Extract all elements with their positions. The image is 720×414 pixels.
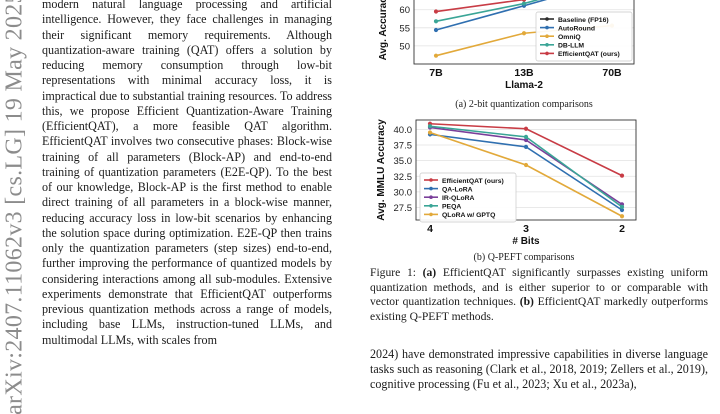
legend-label: Baseline (FP16) — [558, 17, 609, 24]
x-axis-label: # Bits — [512, 236, 540, 247]
axes-frame — [415, 119, 637, 221]
x-axis-label: Llama-2 — [505, 80, 543, 91]
data-point — [427, 124, 433, 129]
y-tick-label: 30.0 — [394, 187, 413, 198]
legend-label: QA-LoRA — [442, 186, 473, 193]
body-text: 2024) have demonstrated impressive capab… — [370, 347, 708, 392]
series-4 — [427, 130, 625, 219]
chart-a-caption: (a) 2-bit quantization comparisons — [455, 99, 593, 110]
legend-marker — [545, 17, 549, 21]
legend-marker — [429, 186, 433, 191]
data-point — [521, 1, 527, 6]
data-point — [523, 137, 529, 143]
x-tick-label: 13B — [514, 67, 534, 79]
abstract-column: modern natural language processing and a… — [42, 0, 332, 348]
x-tick-label: 3 — [523, 223, 529, 235]
series-4 — [433, 0, 527, 14]
legend-marker — [429, 212, 433, 217]
y-tick-label: 40.0 — [394, 125, 413, 136]
abstract-text: modern natural language processing and a… — [42, 0, 332, 347]
data-point — [619, 204, 625, 209]
x-tick-label: 7B — [429, 67, 443, 79]
data-point — [619, 173, 625, 178]
y-tick-label: 55 — [399, 23, 410, 34]
legend-label: DB-LLM — [558, 43, 584, 50]
arxiv-stamp-text: arXiv:2407.11062v3 [cs.LG] 19 May 2025 — [1, 0, 28, 414]
y-tick-label: 32.5 — [394, 172, 413, 183]
series-line — [435, 0, 526, 13]
data-point — [427, 130, 433, 135]
chart-b-caption: (b) Q-PEFT comparisons — [473, 252, 575, 263]
caption-b-marker: (b) — [519, 295, 534, 309]
caption-a-marker: (a) — [422, 266, 437, 279]
data-point — [433, 19, 439, 24]
x-tick-label: 2 — [619, 223, 625, 235]
x-tick-label: 70B — [602, 67, 622, 79]
legend-label: AutoRound — [558, 25, 595, 32]
legend-marker — [545, 51, 549, 56]
legend-label: QLoRA w/ GPTQ — [442, 212, 495, 219]
figure-label: Figure 1: — [370, 266, 423, 279]
legend-label: IR-QLoRA — [442, 195, 475, 202]
chart-qpeft-comparison: 27.5 30.0 32.5 35.0 37.5 40.0 4 3 2 # Bits Avg. MM… — [376, 119, 637, 247]
y-tick-label: 50 — [399, 41, 410, 52]
data-point — [523, 144, 529, 149]
legend-box — [535, 11, 633, 62]
data-point — [619, 207, 625, 213]
legend: EfficientQAT (ours)QA-LoRA IR-QLoRA PEQAQL… — [419, 172, 517, 223]
legend-marker — [545, 34, 549, 38]
arxiv-stamp: arXiv:2407.11062v3 [cs.LG] 19 May 2025 — [0, 0, 32, 414]
legend: Baseline (FP16)AutoRound OmniQ DB-LLMEffic… — [535, 11, 633, 62]
data-point — [433, 9, 439, 14]
data-point — [523, 162, 529, 168]
x-tick-label: 4 — [427, 223, 433, 235]
chart-2bit-comparison: 50 55 60 7B 13B 70B Llama-2 Avg. Accuracy Baseli… — [378, 0, 635, 91]
data-point — [433, 27, 439, 33]
legend-marker — [545, 25, 549, 30]
legend-box — [419, 172, 517, 223]
y-tick-label: 60 — [399, 5, 410, 16]
legend-label: EfficientQAT (ours) — [558, 51, 620, 58]
legend-label: PEQA — [442, 204, 461, 211]
series-3 — [427, 124, 625, 209]
legend-label: OmniQ — [558, 34, 581, 41]
data-point — [521, 0, 527, 2]
data-point — [433, 53, 439, 58]
series-1 — [427, 132, 625, 213]
legend-marker — [429, 195, 433, 199]
figure-caption: Figure 1: (a) EfficientQAT significantly… — [370, 266, 708, 324]
axes-frame — [413, 0, 635, 65]
y-axis-label: Avg. Accuracy — [378, 0, 389, 60]
caption-a-text: EfficientQAT significantly surpasses exi… — [370, 266, 708, 309]
data-point — [521, 31, 527, 36]
y-tick-label: 35.0 — [394, 156, 413, 167]
y-tick-label: 27.5 — [394, 203, 413, 214]
data-point — [523, 134, 529, 139]
plot-area: 50 55 60 7B 13B 70B Llama-2 Avg. Accuracy — [378, 0, 635, 91]
y-axis-label: Avg. MMLU Accuracy — [376, 119, 387, 221]
legend-marker — [429, 178, 433, 182]
legend-marker — [545, 43, 549, 47]
legend-marker — [429, 204, 433, 208]
caption-b-text: EfficientQAT markedly outperforms existi… — [370, 295, 709, 323]
data-point — [523, 126, 529, 131]
data-point — [619, 214, 625, 219]
series-3 — [433, 0, 540, 24]
body-text-continued: 2024) have demonstrated impressive capab… — [370, 347, 708, 393]
y-tick-label: 37.5 — [394, 141, 413, 152]
legend-label: EfficientQAT (ours) — [442, 178, 504, 185]
